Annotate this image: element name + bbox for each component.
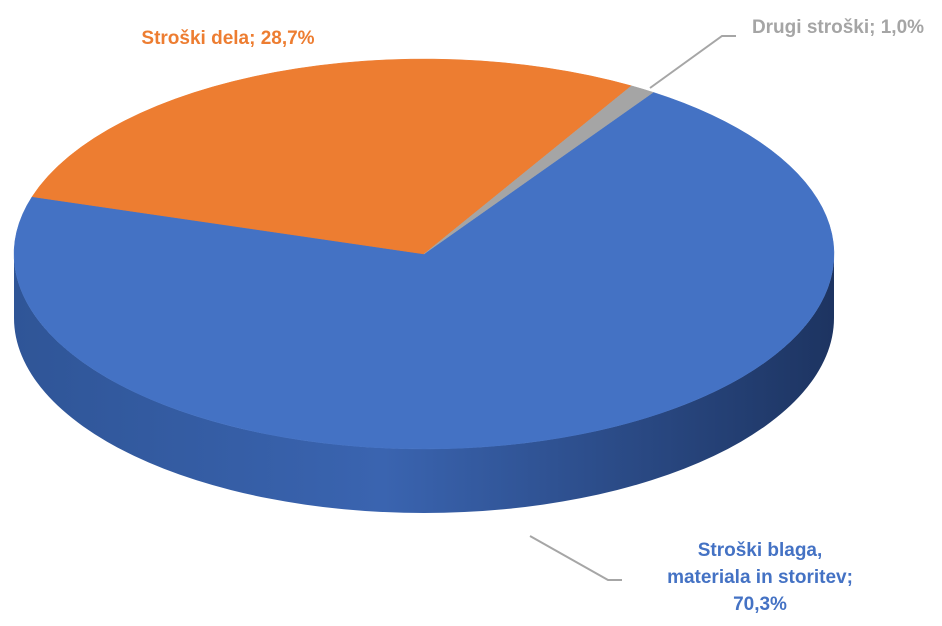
slice-label-2: Drugi stroški; 1,0%	[752, 17, 924, 38]
pie-top-face	[13, 58, 835, 450]
pie-slice-0	[13, 92, 835, 450]
leader-line-2	[649, 35, 736, 89]
leader-line-0	[529, 535, 622, 581]
pie-slice-1	[31, 58, 633, 255]
slice-labels: Stroški blaga, materiala in storitev; 70,3…	[141, 17, 924, 615]
slice-label-line: materiala in storitev;	[667, 567, 853, 588]
slice-label-0: Stroški blaga, materiala in storitev; 70,3…	[667, 540, 853, 615]
slice-label-line: 70,3%	[733, 594, 787, 615]
pie-side-segment-0	[14, 254, 834, 513]
slice-label-line: Stroški dela; 28,7%	[141, 28, 314, 49]
pie-side-wall	[14, 254, 834, 513]
leader-lines	[529, 35, 736, 581]
pie-slice-2	[423, 85, 654, 255]
slice-label-line: Stroški blaga,	[698, 540, 823, 561]
slice-label-line: Drugi stroški; 1,0%	[752, 17, 924, 38]
slice-label-1: Stroški dela; 28,7%	[141, 28, 314, 49]
